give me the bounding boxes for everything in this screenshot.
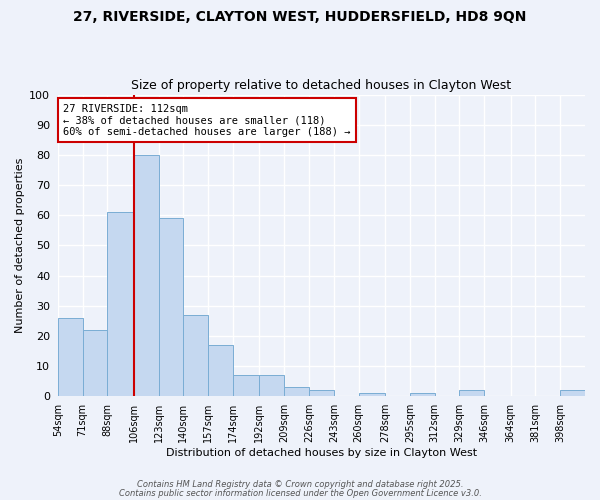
Bar	[58, 318, 83, 396]
Bar	[410, 394, 434, 396]
Bar	[309, 390, 334, 396]
Bar	[134, 155, 158, 396]
Bar	[259, 375, 284, 396]
Text: 27, RIVERSIDE, CLAYTON WEST, HUDDERSFIELD, HD8 9QN: 27, RIVERSIDE, CLAYTON WEST, HUDDERSFIEL…	[73, 10, 527, 24]
Bar	[560, 390, 585, 396]
Bar	[184, 315, 208, 396]
Bar	[158, 218, 184, 396]
X-axis label: Distribution of detached houses by size in Clayton West: Distribution of detached houses by size …	[166, 448, 477, 458]
Text: 27 RIVERSIDE: 112sqm
← 38% of detached houses are smaller (118)
60% of semi-deta: 27 RIVERSIDE: 112sqm ← 38% of detached h…	[63, 104, 350, 137]
Title: Size of property relative to detached houses in Clayton West: Size of property relative to detached ho…	[131, 79, 511, 92]
Bar	[83, 330, 107, 396]
Bar	[359, 394, 385, 396]
Y-axis label: Number of detached properties: Number of detached properties	[15, 158, 25, 333]
Bar	[233, 375, 259, 396]
Bar	[460, 390, 484, 396]
Text: Contains public sector information licensed under the Open Government Licence v3: Contains public sector information licen…	[119, 489, 481, 498]
Bar	[107, 212, 134, 396]
Text: Contains HM Land Registry data © Crown copyright and database right 2025.: Contains HM Land Registry data © Crown c…	[137, 480, 463, 489]
Bar	[284, 388, 309, 396]
Bar	[208, 345, 233, 397]
